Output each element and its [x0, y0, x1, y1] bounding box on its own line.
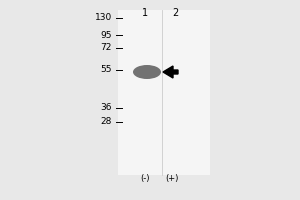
- FancyArrow shape: [163, 66, 178, 78]
- Text: 95: 95: [100, 30, 112, 40]
- Bar: [118, 10, 210, 175]
- Text: 36: 36: [100, 104, 112, 112]
- Text: 130: 130: [95, 14, 112, 22]
- Text: 55: 55: [100, 66, 112, 74]
- Ellipse shape: [133, 65, 161, 79]
- Text: 72: 72: [100, 44, 112, 52]
- Text: (-): (-): [140, 174, 150, 183]
- Text: 28: 28: [100, 117, 112, 127]
- Text: (+): (+): [165, 174, 179, 183]
- Text: 2: 2: [172, 8, 178, 18]
- Text: 1: 1: [142, 8, 148, 18]
